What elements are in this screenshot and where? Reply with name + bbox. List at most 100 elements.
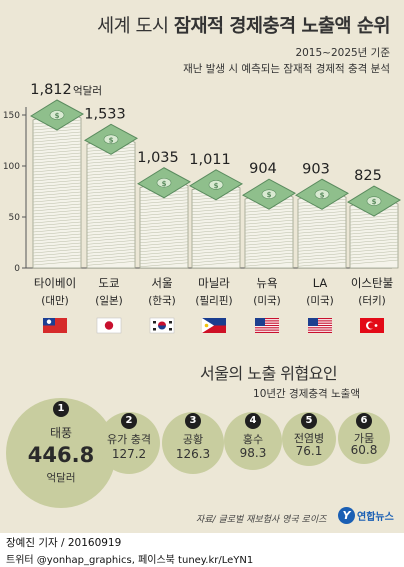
bar-1: $ — [83, 123, 139, 269]
bill-edge — [297, 247, 347, 252]
bill-seal — [49, 110, 65, 120]
bill-edge — [139, 202, 189, 208]
bill-edge — [297, 256, 347, 261]
bill-edge — [191, 258, 241, 264]
rank-badge: 6 — [356, 413, 372, 429]
flag-crescent-inner — [368, 322, 375, 329]
bill-edge — [244, 249, 294, 255]
bill-edge — [32, 149, 82, 155]
bill-edge — [86, 177, 136, 182]
bill-edge — [191, 249, 241, 255]
bill-edge — [139, 223, 189, 229]
bill-edge — [297, 211, 347, 216]
y-tick-label: 0 — [14, 264, 20, 274]
bill-edge — [86, 222, 136, 227]
bill-edge — [32, 140, 82, 146]
bubble-label: 공황 — [182, 433, 204, 446]
bill-edge — [349, 235, 399, 241]
bubble-unit: 억달러 — [46, 472, 76, 484]
bubble-value: 76.1 — [295, 444, 323, 458]
bubble-typhoon: 1 태풍 446.8 억달러 — [6, 398, 116, 508]
yonhap-logo-icon: Y — [338, 506, 355, 524]
bill-symbol: $ — [320, 191, 325, 199]
bill-edge — [32, 260, 82, 266]
bill-edge — [139, 253, 189, 259]
flag-stripe — [255, 324, 279, 327]
bill-edge — [86, 165, 136, 170]
flag-trigram — [153, 328, 156, 331]
bill-edge — [86, 204, 136, 209]
value-label: 904 — [249, 161, 277, 177]
y-tick-label: 50 — [9, 213, 21, 223]
bill-edge — [86, 189, 136, 194]
y-tick-label: 100 — [3, 162, 20, 172]
bill-edge — [244, 237, 294, 243]
bill-edge — [86, 213, 136, 218]
y-tick-label: 150 — [3, 111, 20, 121]
bill-edge — [297, 217, 347, 222]
bill-symbol: $ — [109, 136, 114, 144]
value-label: 903 — [302, 161, 330, 177]
bill-edge — [139, 205, 189, 211]
bill-edge — [32, 230, 82, 236]
bill-edge — [86, 225, 136, 230]
category-label: 도쿄 — [98, 276, 119, 290]
category-label: 타이베이 — [34, 276, 76, 290]
bill-edge — [32, 161, 82, 167]
bill-stack — [32, 109, 82, 269]
yonhap-logo: Y 연합뉴스 — [338, 505, 394, 525]
bill-seal — [156, 177, 172, 188]
bill-edge — [86, 228, 136, 233]
bill-edge — [244, 246, 294, 252]
bill-edge — [32, 170, 82, 176]
bill-edge — [32, 236, 82, 242]
bill-edge — [191, 216, 241, 222]
bill-edge — [244, 228, 294, 234]
flag-trigram — [169, 328, 172, 331]
bill-edge — [86, 231, 136, 236]
bill-edge — [86, 249, 136, 254]
infographic-card: 세계 도시 잠재적 경제충격 노출액 순위 2015~2025년 기준 재난 발… — [0, 0, 404, 533]
bill-edge — [86, 180, 136, 185]
value-label: 1,035 — [137, 150, 179, 166]
bill-edge — [244, 219, 294, 225]
flag-trigram — [153, 321, 156, 324]
yonhap-logo-text: 연합뉴스 — [357, 511, 394, 523]
bill-edge — [244, 258, 294, 264]
flag-sun — [204, 323, 209, 328]
bill-edge — [86, 201, 136, 206]
bill-edge — [191, 261, 241, 267]
flag-japan — [96, 317, 122, 334]
bill-edge — [32, 164, 82, 170]
bill-edge — [139, 229, 189, 235]
bill-edge — [86, 171, 136, 176]
bill-edge — [244, 261, 294, 267]
bill-edge — [86, 156, 136, 161]
category-label: 뉴욕 — [256, 276, 277, 290]
flag-stripe — [308, 322, 332, 324]
bill-edge — [297, 226, 347, 231]
bill-edge — [32, 248, 82, 254]
bill-edge — [349, 226, 399, 232]
bill-edge — [139, 211, 189, 217]
bill-edge — [191, 240, 241, 246]
bar-3: $ — [188, 169, 244, 269]
bill-seal — [261, 189, 277, 199]
bill-edge — [32, 179, 82, 185]
bill-edge — [32, 239, 82, 245]
bill-edge — [244, 216, 294, 222]
bill-edge — [139, 217, 189, 223]
country-label: (터키) — [358, 295, 386, 307]
bill-edge — [86, 237, 136, 242]
flag-stripe — [308, 320, 332, 322]
bill-edge — [32, 257, 82, 263]
category-label: 마닐라 — [198, 276, 230, 290]
bill-edge — [349, 214, 399, 220]
bill-edge — [297, 232, 347, 237]
bill-edge — [297, 241, 347, 246]
bill-edge — [191, 207, 241, 213]
bar-0: $ — [29, 99, 85, 269]
country-label: (미국) — [306, 295, 334, 307]
bill-edge — [32, 191, 82, 197]
bubble-label: 태풍 — [49, 426, 73, 440]
